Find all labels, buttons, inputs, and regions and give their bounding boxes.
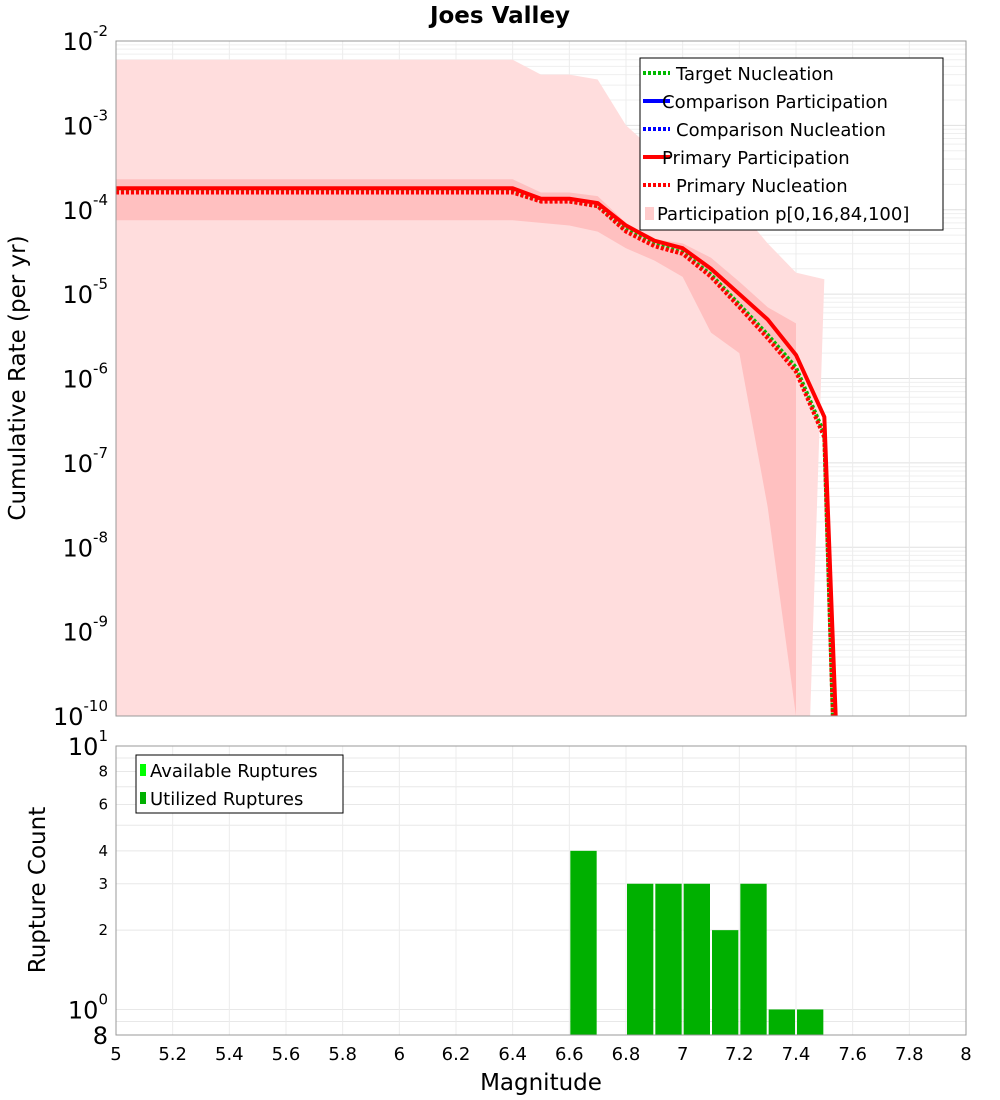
rupture-bar [627,883,654,1035]
y-tick-label: 4 [98,842,108,860]
x-tick-label: 7.6 [838,1044,867,1065]
y-tick-label: 10-5 [62,275,108,309]
x-tick-label: 6.4 [498,1044,527,1065]
y-tick-label: 101 [68,727,108,761]
count-legend-box [135,754,344,814]
x-tick-label: 5.6 [272,1044,301,1065]
y-tick-label: 10-2 [62,22,108,56]
legend-label: Target Nucleation [675,64,834,85]
x-tick-label: 5.2 [158,1044,187,1065]
legend-swatch [140,792,146,804]
chart-title: Joes Valley [428,3,570,29]
rate-legend: Target Nucleation Comparison Participatio… [639,57,944,231]
rate-legend-box [639,57,944,231]
y-tick-label: 2 [98,921,108,939]
legend-label: Utilized Ruptures [150,789,303,810]
y-tick-label: 10-9 [62,613,108,647]
x-tick-label: 6.6 [555,1044,584,1065]
rupture-bar [655,883,682,1035]
y-tick-label: 10-8 [62,528,108,562]
x-tick-label: 5.8 [328,1044,357,1065]
legend-swatch [645,207,654,220]
rupture-bar [683,883,710,1035]
x-tick-label: 5 [110,1044,121,1065]
y-tick-label: 10-6 [62,360,108,394]
rate-y-axis-label: Cumulative Rate (per yr) [5,235,31,520]
x-tick-label: 6.8 [612,1044,641,1065]
y-tick-label: 8 [93,1022,108,1050]
y-tick-label: 100 [68,990,108,1024]
rupture-bar [712,930,739,1035]
legend-label: Participation p[0,16,84,100] [657,204,909,225]
x-tick-label: 7 [677,1044,688,1065]
rate-panel: 10-10 10-9 10-8 10-7 10-6 10-5 10-4 10-3 10-2 Cu… [5,22,967,731]
series-primary-participation [116,186,838,717]
y-tick-label: 10-4 [62,191,108,225]
rupture-bar [570,850,597,1035]
count-bars [570,850,824,1035]
x-tick-label: 7.4 [782,1044,811,1065]
count-legend: Available Ruptures Utilized Ruptures [135,754,344,814]
rupture-bar [797,1009,824,1035]
y-tick-label: 3 [98,875,108,893]
legend-label: Comparison Nucleation [676,120,886,141]
count-y-axis-label: Rupture Count [25,807,51,973]
x-axis-label: Magnitude [480,1070,602,1096]
x-tick-label: 8 [960,1044,971,1065]
y-tick-label: 10-10 [53,697,108,731]
legend-swatch [140,764,146,776]
x-tick-label: 7.8 [895,1044,924,1065]
count-plot-frame [115,745,967,1036]
rupture-bar [768,1009,795,1035]
legend-label: Available Ruptures [150,761,318,782]
legend-label: Primary Participation [662,148,850,169]
x-tick-label: 6 [394,1044,405,1065]
y-tick-label: 6 [98,795,108,813]
y-tick-label: 10-7 [62,444,108,478]
rupture-bar [740,883,767,1035]
y-tick-label: 10-3 [62,106,108,140]
series-primary-nucleation [116,190,835,717]
x-tick-label: 7.2 [725,1044,754,1065]
rate-y-ticks: 10-10 10-9 10-8 10-7 10-6 10-5 10-4 10-3 10-2 [53,22,108,731]
x-tick-label: 5.4 [215,1044,244,1065]
legend-label: Primary Nucleation [676,176,848,197]
y-tick-label: 8 [98,763,108,781]
x-tick-label: 6.2 [442,1044,471,1065]
rate-plot-frame [115,40,967,717]
rate-series [116,186,838,717]
count-x-ticks: 5 5.2 5.4 5.6 5.8 6 6.2 6.4 6.6 6.8 7 7.2 7.4 7.6 7.8 8 [110,1044,971,1065]
legend-label: Comparison Participation [662,92,888,113]
